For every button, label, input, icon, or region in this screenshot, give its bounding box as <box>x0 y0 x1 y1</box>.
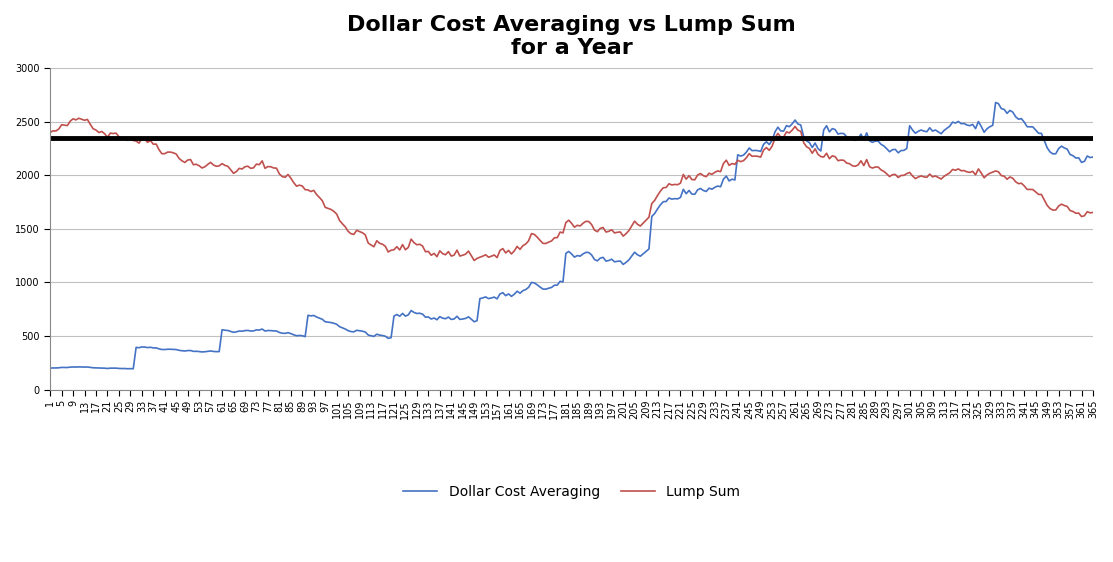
Dollar Cost Averaging <box>267 328 280 334</box>
Lump Sum <box>467 257 481 264</box>
Line: Dollar Cost Averaging: Dollar Cost Averaging <box>50 102 1093 369</box>
Lump Sum <box>267 165 280 171</box>
Dollar Cost Averaging <box>127 365 140 372</box>
Dollar Cost Averaging <box>940 125 954 132</box>
Dollar Cost Averaging <box>1086 153 1100 160</box>
Dollar Cost Averaging <box>1043 148 1056 155</box>
Lump Sum <box>462 248 475 255</box>
Line: Lump Sum: Lump Sum <box>50 118 1093 261</box>
Lump Sum <box>471 255 484 262</box>
Legend: Dollar Cost Averaging, Lump Sum: Dollar Cost Averaging, Lump Sum <box>397 479 746 505</box>
Dollar Cost Averaging <box>467 319 481 325</box>
Lump Sum <box>72 115 86 121</box>
Dollar Cost Averaging <box>462 314 475 320</box>
Lump Sum <box>333 217 346 224</box>
Lump Sum <box>43 129 57 136</box>
Dollar Cost Averaging <box>333 323 346 330</box>
Lump Sum <box>943 169 956 176</box>
Lump Sum <box>1043 205 1056 212</box>
Dollar Cost Averaging <box>989 99 1003 106</box>
Title: Dollar Cost Averaging vs Lump Sum
for a Year: Dollar Cost Averaging vs Lump Sum for a … <box>347 15 796 58</box>
Lump Sum <box>1086 209 1100 216</box>
Dollar Cost Averaging <box>43 365 57 371</box>
